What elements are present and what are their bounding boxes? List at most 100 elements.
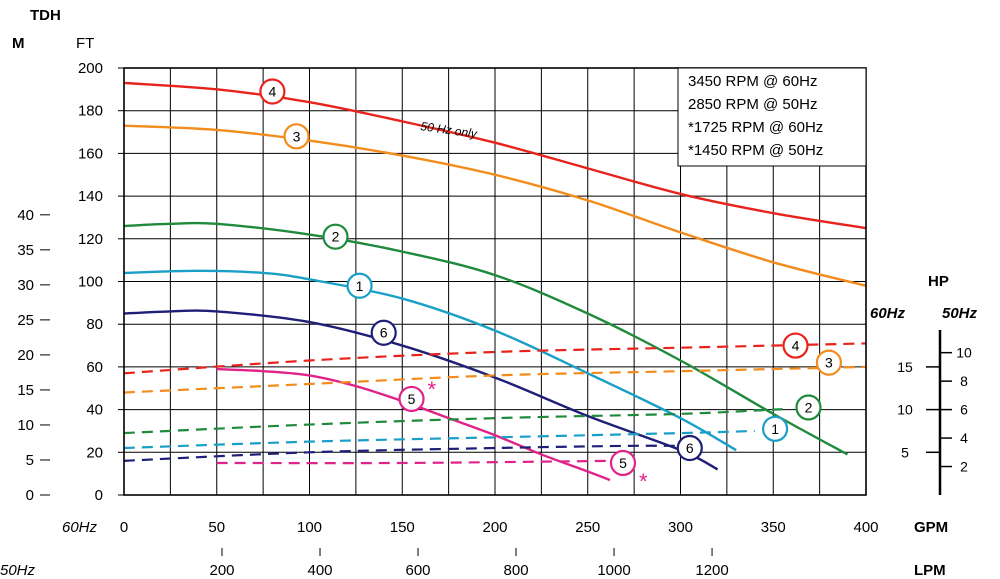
y-tick-ft: 180 <box>78 103 103 120</box>
head-curve-6 <box>123 309 719 471</box>
marker-label: 2 <box>332 229 340 245</box>
lpm-axis-label: LPM <box>914 562 946 579</box>
marker-label: 2 <box>805 399 813 415</box>
y-tick-ft: 60 <box>86 359 103 376</box>
legend-line-2: 2850 RPM @ 50Hz <box>688 96 817 113</box>
y-tick-m: 25 <box>17 312 34 329</box>
head-curve-2 <box>123 221 849 456</box>
marker-label: 4 <box>792 338 800 354</box>
ft-axis-label: FT <box>76 35 94 52</box>
hp-50hz-label: 50Hz <box>942 305 978 322</box>
lpm-row-label: 50Hz <box>0 562 36 579</box>
hp-tick-50hz: 8 <box>960 373 968 389</box>
marker-label: 5 <box>619 455 627 471</box>
x-tick-lpm: 200 <box>209 562 234 579</box>
hp-60hz-label: 60Hz <box>870 305 906 322</box>
marker-circle <box>346 272 373 299</box>
y-tick-ft: 20 <box>86 444 103 461</box>
y-tick-ft: 0 <box>95 487 103 504</box>
head-curve-4 <box>123 81 867 230</box>
x-tick-lpm: 1000 <box>597 562 630 579</box>
tdh-label: TDH <box>30 7 61 24</box>
y-tick-ft: 140 <box>78 188 103 205</box>
marker-circle <box>322 223 349 250</box>
marker-label: 1 <box>356 278 364 294</box>
hp-tick-50hz: 10 <box>956 345 972 361</box>
marker-circle <box>762 415 789 442</box>
x-tick-gpm: 50 <box>208 519 225 536</box>
y-tick-ft: 200 <box>78 60 103 77</box>
marker-label: 3 <box>293 128 301 144</box>
y-tick-ft: 80 <box>86 316 103 333</box>
curve-marker-6: 6 <box>676 434 703 462</box>
curve-marker-5: 5* <box>609 449 648 494</box>
y-tick-m: 30 <box>17 277 34 294</box>
curve-marker-4: 4 <box>782 332 809 359</box>
x-tick-gpm: 0 <box>120 519 128 536</box>
x-tick-lpm: 600 <box>406 562 431 579</box>
x-tick-gpm: 350 <box>761 519 786 536</box>
y-tick-ft: 160 <box>78 145 103 162</box>
y-tick-m: 35 <box>17 242 34 259</box>
x-tick-gpm: 300 <box>668 519 693 536</box>
head-curve-1 <box>123 269 737 452</box>
hp-tick-50hz: 6 <box>960 402 968 418</box>
y-tick-m: 20 <box>17 347 34 364</box>
legend-line-4: *1450 RPM @ 50Hz <box>688 142 823 159</box>
marker-asterisk: * <box>428 377 437 402</box>
hp-curve-1 <box>123 429 755 450</box>
m-axis-label: M <box>12 35 25 52</box>
legend-line-3: *1725 RPM @ 60Hz <box>688 119 823 136</box>
curve-marker-1: 1 <box>346 272 373 299</box>
curve-marker-4: 4 <box>259 78 286 105</box>
curve-marker-5: 5* <box>398 377 437 413</box>
marker-circle <box>398 385 425 413</box>
marker-circle <box>283 123 310 150</box>
marker-label: 5 <box>408 391 416 407</box>
head-curve-5 <box>216 367 611 482</box>
hp-tick-60hz: 15 <box>897 359 913 375</box>
gpm-row-label: 60Hz <box>62 519 98 536</box>
hp-tick-60hz: 5 <box>901 444 909 460</box>
y-tick-m: 5 <box>26 452 34 469</box>
hp-curve-3 <box>123 365 867 394</box>
marker-circle <box>609 449 637 477</box>
hp-curve-5 <box>216 459 611 465</box>
curve-marker-2: 2 <box>322 223 349 250</box>
x-tick-lpm: 800 <box>504 562 529 579</box>
x-tick-gpm: 400 <box>853 519 878 536</box>
marker-circle <box>676 434 703 462</box>
x-tick-gpm: 100 <box>297 519 322 536</box>
x-tick-lpm: 400 <box>308 562 333 579</box>
curve-marker-3: 3 <box>283 123 310 150</box>
hp-tick-50hz: 2 <box>960 459 968 475</box>
curve-marker-6: 6 <box>370 319 397 346</box>
y-tick-m: 10 <box>17 417 34 434</box>
marker-label: 6 <box>380 325 388 341</box>
x-tick-gpm: 150 <box>390 519 415 536</box>
x-tick-gpm: 250 <box>575 519 600 536</box>
marker-label: 3 <box>825 355 833 371</box>
hp-curve-2 <box>123 408 784 435</box>
curve-marker-1: 1 <box>762 415 789 442</box>
hp-curve-4 <box>123 342 867 375</box>
tick-labels: 0204060801001201401601802000510152025303… <box>17 60 972 579</box>
hp-tick-60hz: 10 <box>897 402 913 418</box>
marker-asterisk: * <box>639 469 648 494</box>
marker-circle <box>259 78 286 105</box>
y-tick-m: 40 <box>17 207 34 224</box>
marker-label: 6 <box>686 440 694 456</box>
marker-label: 1 <box>771 421 779 437</box>
y-tick-m: 0 <box>26 487 34 504</box>
marker-circle <box>782 332 809 359</box>
x-tick-lpm: 1200 <box>695 562 728 579</box>
y-tick-ft: 120 <box>78 231 103 248</box>
marker-circle <box>795 394 822 421</box>
y-tick-m: 15 <box>17 382 34 399</box>
hp-axis-label: HP <box>928 273 949 290</box>
marker-circle <box>815 349 843 376</box>
gpm-axis-label: GPM <box>914 519 948 536</box>
marker-circle <box>370 319 397 346</box>
